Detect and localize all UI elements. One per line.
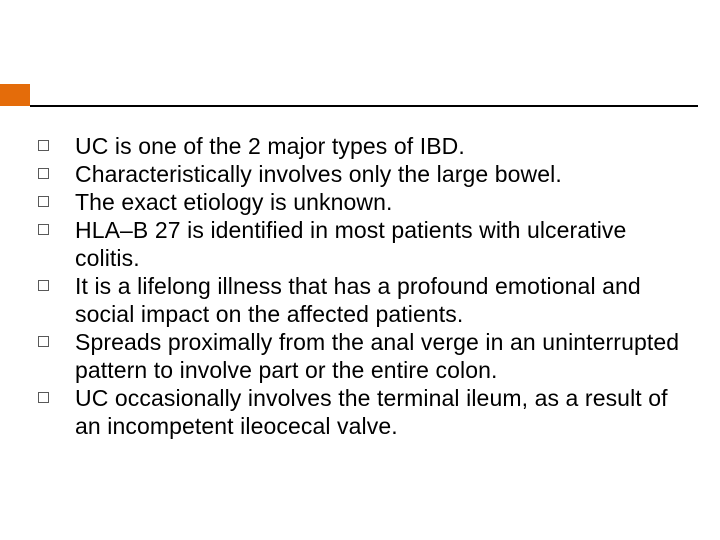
square-bullet-icon <box>38 168 49 179</box>
accent-block <box>0 84 30 106</box>
bullet-text: UC is one of the 2 major types of IBD. <box>75 132 465 160</box>
square-bullet-icon <box>38 140 49 151</box>
bullet-text: The exact etiology is unknown. <box>75 188 393 216</box>
list-item: The exact etiology is unknown. <box>38 188 692 216</box>
square-bullet-icon <box>38 280 49 291</box>
bullet-text: Spreads proximally from the anal verge i… <box>75 328 692 384</box>
bullet-text: Characteristically involves only the lar… <box>75 160 562 188</box>
list-item: UC occasionally involves the terminal il… <box>38 384 692 440</box>
bullet-text: UC occasionally involves the terminal il… <box>75 384 692 440</box>
bullet-text: It is a lifelong illness that has a prof… <box>75 272 692 328</box>
list-item: UC is one of the 2 major types of IBD. <box>38 132 692 160</box>
divider-line <box>30 105 698 107</box>
list-item: HLA–B 27 is identified in most patients … <box>38 216 692 272</box>
bullet-text: HLA–B 27 is identified in most patients … <box>75 216 692 272</box>
slide-content: UC is one of the 2 major types of IBD. C… <box>38 132 692 441</box>
square-bullet-icon <box>38 196 49 207</box>
bullet-list: UC is one of the 2 major types of IBD. C… <box>38 132 692 441</box>
list-item: Characteristically involves only the lar… <box>38 160 692 188</box>
list-item: It is a lifelong illness that has a prof… <box>38 272 692 328</box>
list-item: Spreads proximally from the anal verge i… <box>38 328 692 384</box>
square-bullet-icon <box>38 392 49 403</box>
square-bullet-icon <box>38 224 49 235</box>
square-bullet-icon <box>38 336 49 347</box>
